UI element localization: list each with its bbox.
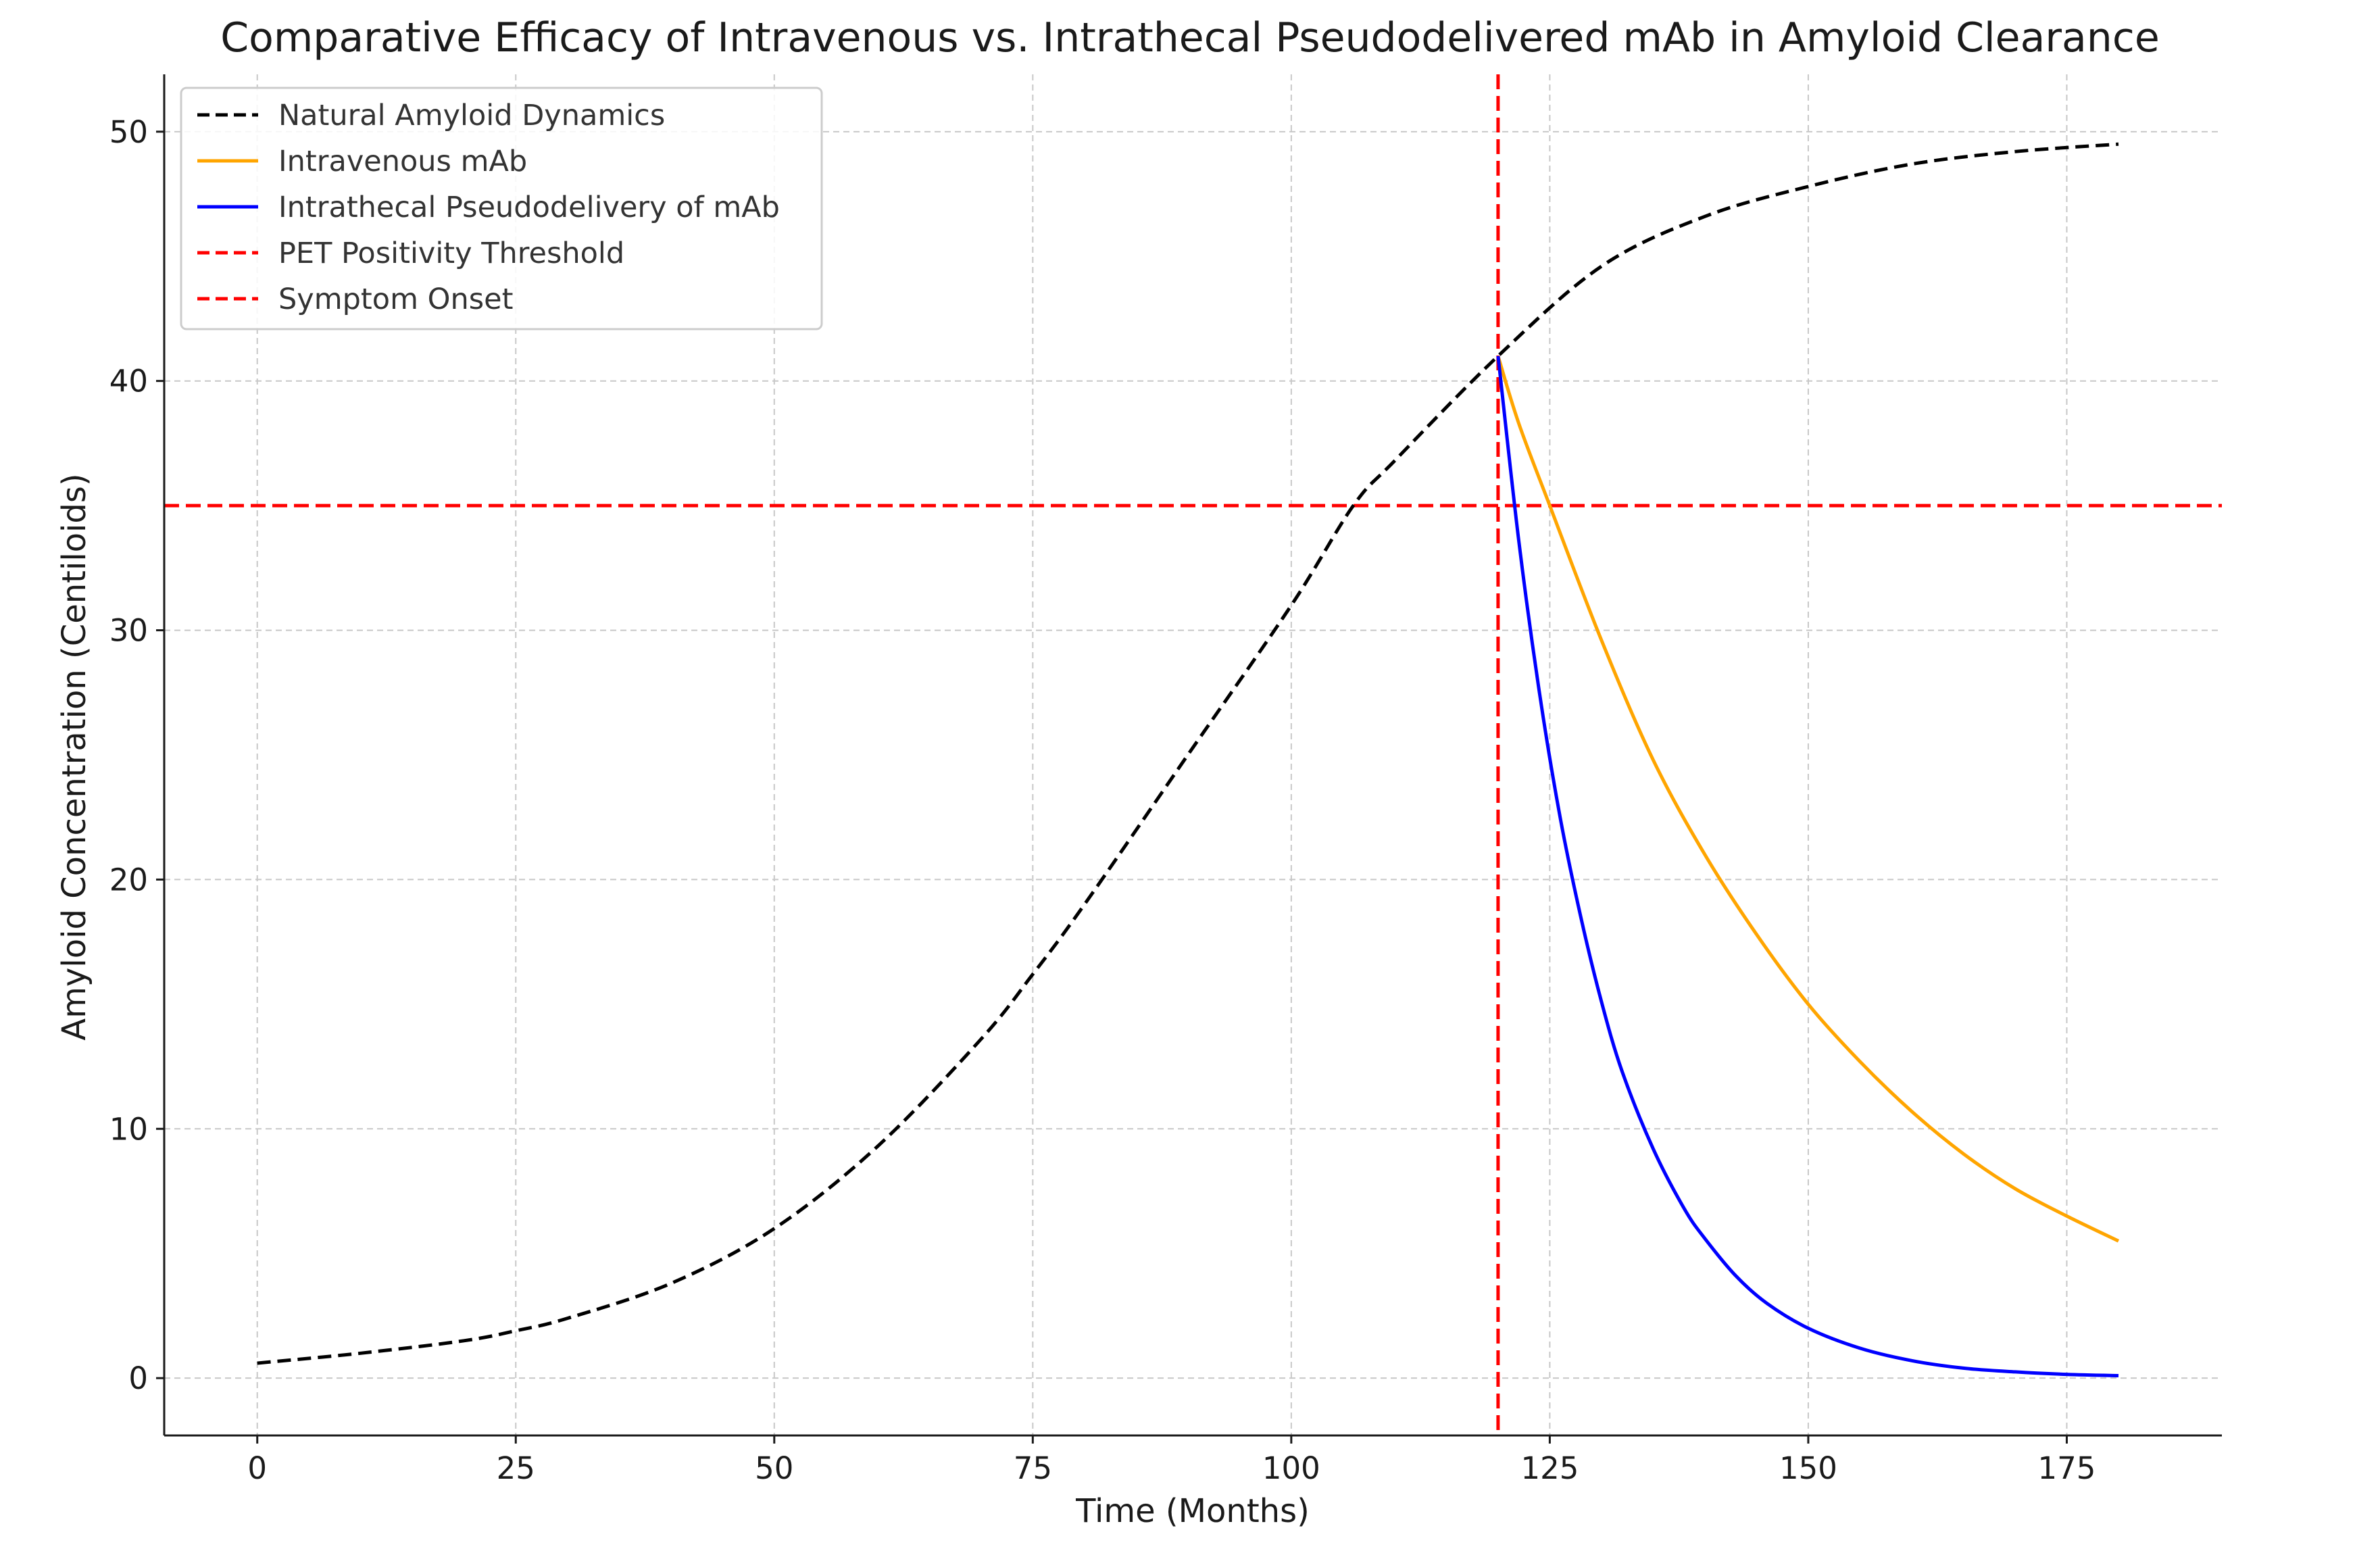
y-tick-label: 10 bbox=[109, 1111, 148, 1147]
legend-items: Natural Amyloid Dynamics Intravenous mAb I… bbox=[197, 99, 780, 316]
intravenous-mab-line bbox=[1496, 355, 2120, 1243]
legend-label: Intravenous mAb bbox=[278, 145, 527, 178]
legend-label: Symptom Onset bbox=[278, 282, 513, 316]
y-axis-label: Amyloid Concentration (Centiloids) bbox=[55, 473, 93, 1040]
legend-label: Natural Amyloid Dynamics bbox=[278, 99, 665, 132]
y-tick-label: 50 bbox=[109, 114, 148, 150]
y-tick-label: 40 bbox=[109, 364, 148, 399]
x-tick-label: 175 bbox=[2038, 1450, 2096, 1486]
legend-item-symptom-onset: Symptom Onset bbox=[197, 282, 513, 316]
y-tick-label: 30 bbox=[109, 613, 148, 649]
x-tick-label: 50 bbox=[755, 1450, 793, 1486]
legend-item-natural: Natural Amyloid Dynamics bbox=[197, 99, 665, 132]
natural-amyloid-line bbox=[257, 142, 2119, 1365]
x-axis-ticks: 0 25 50 75 100 125 150 175 bbox=[247, 1435, 2096, 1486]
y-axis-ticks: 0 10 20 30 40 50 bbox=[109, 114, 164, 1396]
series-layer bbox=[257, 142, 2120, 1377]
x-tick-label: 100 bbox=[1262, 1450, 1320, 1486]
intrathecal-mab-line bbox=[1496, 355, 2119, 1377]
y-tick-label: 20 bbox=[109, 862, 148, 898]
legend-box bbox=[180, 87, 823, 330]
legend-item-pet-threshold: PET Positivity Threshold bbox=[197, 237, 624, 270]
y-tick-label: 0 bbox=[128, 1360, 148, 1396]
grid-layer bbox=[164, 74, 2222, 1435]
x-axis-label: Time (Months) bbox=[1075, 1492, 1310, 1530]
x-tick-label: 0 bbox=[247, 1450, 267, 1486]
legend-item-intrathecal: Intrathecal Pseudodelivery of mAb bbox=[197, 191, 780, 224]
reference-lines-layer bbox=[164, 74, 2222, 1435]
legend-label: PET Positivity Threshold bbox=[278, 237, 624, 270]
x-tick-label: 75 bbox=[1014, 1450, 1052, 1486]
legend: Natural Amyloid Dynamics Intravenous mAb I… bbox=[180, 87, 823, 330]
chart-title: Comparative Efficacy of Intravenous vs. … bbox=[220, 14, 2159, 62]
x-tick-label: 150 bbox=[1779, 1450, 1837, 1486]
x-tick-label: 25 bbox=[497, 1450, 535, 1486]
x-tick-label: 125 bbox=[1520, 1450, 1579, 1486]
legend-label: Intrathecal Pseudodelivery of mAb bbox=[278, 191, 780, 224]
legend-item-intravenous: Intravenous mAb bbox=[197, 145, 527, 178]
